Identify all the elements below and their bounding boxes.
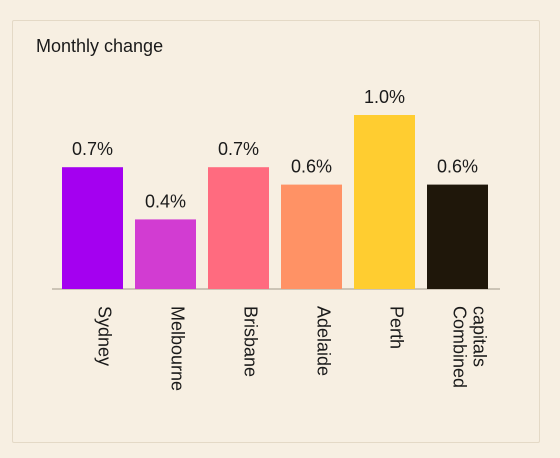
category-labels-layer: Sydney Melbourne Brisbane Adelaide Perth Comb…: [95, 306, 490, 391]
value-label-sydney: 0.7%: [72, 139, 113, 159]
value-label-adelaide: 0.6%: [291, 157, 332, 177]
category-label-melbourne: Melbourne: [168, 306, 188, 391]
chart-title: Monthly change: [36, 36, 164, 56]
category-label-line: Melbourne: [168, 306, 188, 391]
category-label-sydney: Sydney: [95, 306, 115, 366]
category-label-combined-capitals: Combined capitals: [450, 306, 490, 388]
bar-sydney: [62, 167, 123, 289]
value-label-brisbane: 0.7%: [218, 139, 259, 159]
category-label-perth: Perth: [387, 306, 407, 349]
category-label-line: Brisbane: [241, 306, 261, 377]
value-label-melbourne: 0.4%: [145, 191, 186, 211]
category-label-line: Adelaide: [314, 306, 334, 376]
category-label-adelaide: Adelaide: [314, 306, 334, 376]
category-label-line: Combined: [450, 306, 470, 388]
value-labels-layer: 0.7% 0.4% 0.7% 0.6% 1.0% 0.6%: [72, 87, 478, 211]
value-label-combined-capitals: 0.6%: [437, 157, 478, 177]
category-label-line: Perth: [387, 306, 407, 349]
category-label-brisbane: Brisbane: [241, 306, 261, 377]
bar-adelaide: [281, 184, 342, 289]
category-label-line: capitals: [470, 306, 490, 367]
bars-layer: [62, 115, 488, 289]
category-label-line: Sydney: [95, 306, 115, 366]
value-label-perth: 1.0%: [364, 87, 405, 107]
bar-melbourne: [135, 219, 196, 289]
bar-perth: [354, 115, 415, 289]
bar-combined-capitals: [427, 184, 488, 289]
bar-brisbane: [208, 167, 269, 289]
